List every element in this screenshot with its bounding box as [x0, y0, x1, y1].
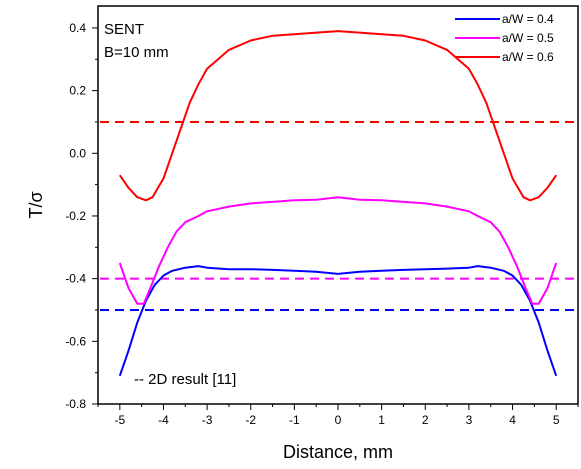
legend-label-1: a/W = 0.4: [502, 12, 554, 26]
annotation-thickness: B=10 mm: [104, 44, 169, 61]
y-tick-label: 0.0: [69, 146, 86, 160]
x-tick-label: 2: [422, 413, 429, 427]
x-tick-label: 3: [466, 413, 473, 427]
x-tick-label: -4: [158, 413, 169, 427]
annotation-sent: SENT: [104, 21, 144, 38]
x-tick-label: 0: [335, 413, 342, 427]
x-tick-label: 5: [553, 413, 560, 427]
legend-label-3: a/W = 0.6: [502, 50, 554, 64]
plot-area: [100, 30, 576, 377]
y-tick-label: -0.4: [65, 272, 86, 286]
axes: -5 -4 -3 -2 -1 0 1 2 3 4 5 -0.8 -0.6 -0.4 -0.2 0.0 0.2 0.…: [65, 21, 579, 427]
y-tick-label: 0.2: [69, 84, 86, 98]
y-axis-title: T/σ: [26, 191, 46, 218]
x-tick-label: -2: [245, 413, 256, 427]
annotation-2d-result: -- 2D result [11]: [134, 371, 236, 388]
y-tick-label: -0.2: [65, 209, 86, 223]
legend: a/W = 0.4 a/W = 0.5 a/W = 0.6: [455, 12, 554, 64]
y-tick-label: -0.8: [65, 397, 86, 411]
x-tick-label: -5: [114, 413, 125, 427]
x-tick-label: -3: [202, 413, 213, 427]
series-line-2: [118, 196, 558, 305]
x-axis-title: Distance, mm: [283, 442, 393, 462]
series-line-3: [118, 30, 558, 202]
y-tick-label: 0.4: [69, 21, 86, 35]
legend-label-2: a/W = 0.5: [502, 31, 554, 45]
series-line-1: [118, 265, 558, 377]
x-tick-label: -1: [289, 413, 300, 427]
x-tick-label: 1: [378, 413, 385, 427]
x-tick-label: 4: [509, 413, 516, 427]
y-tick-label: -0.6: [65, 334, 86, 348]
